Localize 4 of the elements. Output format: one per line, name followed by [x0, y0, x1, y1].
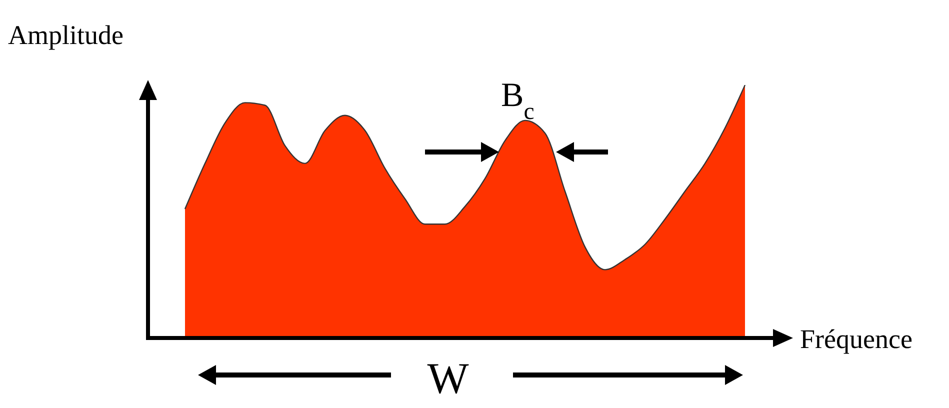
- annotation: B$_{c}$: [501, 77, 534, 125]
- x-axis-title: Fréquence: [800, 324, 912, 354]
- text: W: [427, 354, 470, 403]
- y-axis-title: Amplitude: [8, 20, 124, 50]
